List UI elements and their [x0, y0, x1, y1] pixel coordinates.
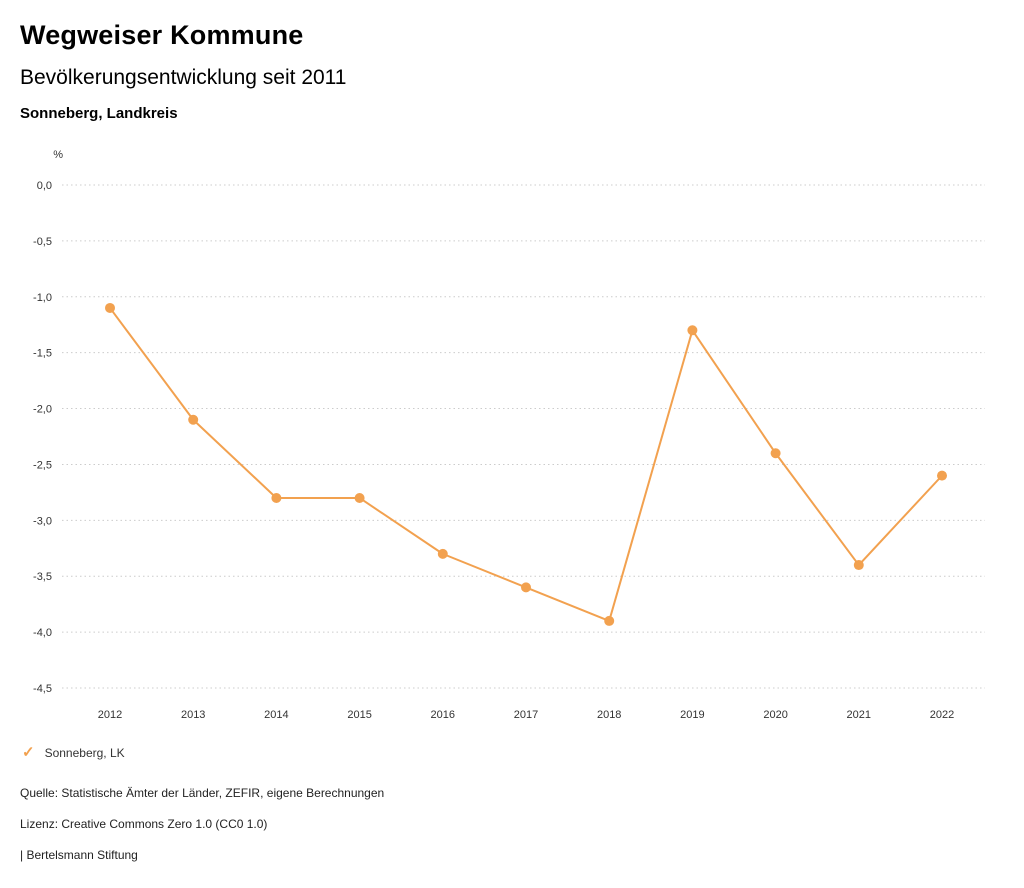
x-tick-label: 2020	[763, 709, 787, 721]
legend-item-sonneberg[interactable]: Sonneberg, LK	[22, 745, 125, 760]
data-point[interactable]	[271, 492, 282, 503]
data-point[interactable]	[937, 470, 947, 481]
y-tick-label: 0,0	[37, 180, 52, 192]
y-axis-unit-label: %	[53, 149, 63, 161]
data-point[interactable]	[188, 414, 199, 425]
data-point[interactable]	[354, 492, 365, 503]
legend-label: Sonneberg, LK	[44, 745, 125, 760]
population-chart-svg: 0,0 -0,5 -1,0 -1,5 -2,0 -2,5 -3,0 -3,5 -4,0 -4,5%…	[33, 149, 985, 721]
y-tick-label: -2,5	[33, 459, 52, 471]
population-chart: 0,0 -0,5 -1,0 -1,5 -2,0 -2,5 -3,0 -3,5 -4,0 -4,5%…	[0, 140, 1024, 735]
x-tick-label: 2014	[264, 709, 288, 721]
region-label: Sonneberg, Landkreis	[20, 105, 178, 122]
data-point[interactable]	[437, 548, 448, 559]
data-point[interactable]	[105, 302, 115, 313]
y-tick-label: -3,0	[33, 515, 52, 527]
data-point[interactable]	[853, 560, 864, 571]
x-tick-label: 2015	[347, 709, 371, 721]
y-tick-label: -1,5	[33, 348, 52, 360]
x-tick-label: 2016	[431, 709, 455, 721]
data-point[interactable]	[521, 582, 531, 593]
x-tick-label: 2017	[514, 709, 538, 721]
x-tick-label: 2022	[930, 709, 954, 721]
chart-title: Bevölkerungsentwicklung seit 2011	[20, 66, 347, 89]
y-tick-label: -0,5	[33, 236, 52, 248]
page-title: Wegweiser Kommune	[20, 20, 304, 50]
data-point[interactable]	[770, 448, 781, 459]
attribution-text: | Bertelsmann Stiftung	[20, 848, 138, 862]
source-text: Quelle: Statistische Ämter der Länder, Z…	[20, 786, 385, 800]
y-tick-label: -4,0	[33, 627, 52, 639]
y-tick-label: -1,0	[33, 292, 52, 304]
data-point[interactable]	[687, 325, 698, 336]
x-tick-label: 2021	[847, 709, 871, 721]
check-icon	[22, 745, 35, 760]
y-tick-label: -2,0	[33, 404, 52, 416]
y-tick-label: -4,5	[33, 683, 52, 695]
data-point[interactable]	[604, 615, 615, 626]
x-tick-label: 2018	[597, 709, 621, 721]
x-tick-label: 2019	[680, 709, 704, 721]
x-tick-label: 2013	[181, 709, 205, 721]
y-tick-label: -3,5	[33, 571, 52, 583]
x-tick-label: 2012	[98, 709, 122, 721]
license-text: Lizenz: Creative Commons Zero 1.0 (CC0 1…	[20, 817, 268, 831]
